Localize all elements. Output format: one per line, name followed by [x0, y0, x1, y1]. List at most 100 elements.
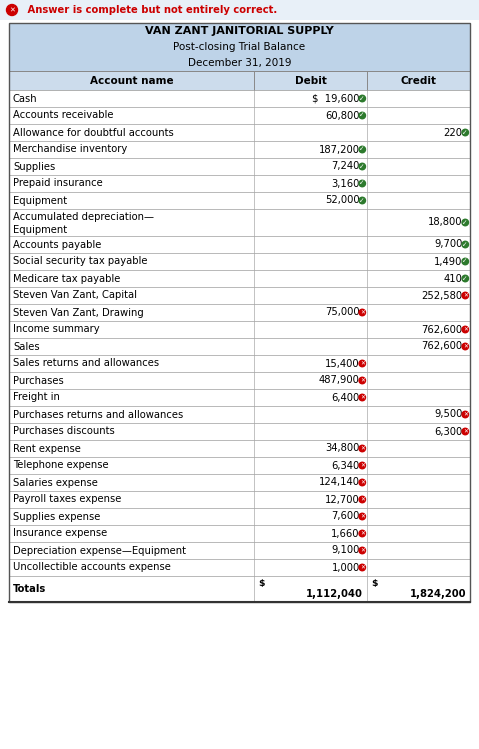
Text: ✕: ✕ [9, 7, 15, 13]
Bar [9, 304, 470, 321]
Text: Uncollectible accounts expense: Uncollectible accounts expense [13, 562, 171, 572]
Text: 1,660: 1,660 [331, 529, 360, 539]
Circle shape [359, 360, 365, 367]
Text: ✕: ✕ [360, 548, 365, 553]
Text: ✓: ✓ [360, 163, 365, 169]
Text: Merchandise inventory: Merchandise inventory [13, 145, 127, 154]
Text: $  19,600: $ 19,600 [312, 94, 360, 103]
Circle shape [7, 4, 18, 16]
Bar [9, 338, 470, 355]
Text: 762,600: 762,600 [422, 324, 463, 335]
Text: Account name: Account name [90, 76, 173, 85]
Bar [9, 321, 470, 338]
Text: Freight in: Freight in [13, 392, 60, 402]
Circle shape [359, 112, 365, 119]
Text: 9,700: 9,700 [434, 240, 463, 249]
Text: December 31, 2019: December 31, 2019 [188, 58, 291, 68]
Bar [9, 542, 470, 559]
Text: Accumulated depreciation—: Accumulated depreciation— [13, 212, 154, 222]
Bar [9, 474, 470, 491]
Bar [9, 192, 470, 209]
Text: Debit: Debit [295, 76, 326, 85]
Circle shape [359, 497, 365, 503]
Text: ✓: ✓ [463, 276, 468, 282]
Text: 487,900: 487,900 [319, 375, 360, 386]
Bar [9, 389, 470, 406]
Bar [9, 576, 470, 602]
Bar [9, 270, 470, 287]
Text: Medicare tax payable: Medicare tax payable [13, 273, 120, 284]
Bar [9, 491, 470, 508]
Circle shape [359, 548, 365, 554]
Bar [9, 355, 470, 372]
Circle shape [359, 530, 365, 537]
Text: Sales: Sales [13, 342, 40, 351]
Text: Answer is complete but not entirely correct.: Answer is complete but not entirely corr… [24, 5, 277, 15]
Text: Rent expense: Rent expense [13, 443, 81, 453]
Bar [9, 406, 470, 423]
Text: ✓: ✓ [463, 219, 468, 225]
Text: Supplies expense: Supplies expense [13, 512, 101, 521]
Text: Equipment: Equipment [13, 195, 67, 205]
Text: Steven Van Zant, Drawing: Steven Van Zant, Drawing [13, 308, 144, 318]
Text: 124,140: 124,140 [319, 478, 360, 488]
Text: 6,300: 6,300 [434, 426, 463, 437]
Text: 410: 410 [444, 273, 463, 284]
Text: Steven Van Zant, Capital: Steven Van Zant, Capital [13, 291, 137, 300]
Circle shape [359, 394, 365, 401]
Text: 34,800: 34,800 [325, 443, 360, 453]
Text: 12,700: 12,700 [325, 494, 360, 505]
Text: 7,600: 7,600 [331, 512, 360, 521]
Text: Cash: Cash [13, 94, 38, 103]
Text: Post-closing Trial Balance: Post-closing Trial Balance [173, 42, 306, 52]
Text: ✕: ✕ [360, 531, 365, 536]
Text: ✓: ✓ [360, 198, 365, 204]
Circle shape [359, 445, 365, 452]
Text: 9,100: 9,100 [331, 545, 360, 556]
Text: VAN ZANT JANITORIAL SUPPLY: VAN ZANT JANITORIAL SUPPLY [145, 26, 334, 36]
Circle shape [462, 130, 468, 136]
Text: ✓: ✓ [463, 258, 468, 264]
Text: Supplies: Supplies [13, 162, 55, 172]
Circle shape [359, 513, 365, 520]
Bar [9, 457, 470, 474]
Text: ✕: ✕ [360, 446, 365, 451]
Text: ✕: ✕ [360, 497, 365, 502]
Text: ✕: ✕ [360, 565, 365, 570]
Bar [0, 0, 479, 20]
Text: 1,112,040: 1,112,040 [306, 589, 363, 599]
Circle shape [462, 428, 468, 434]
Circle shape [462, 241, 468, 248]
Text: Depreciation expense—Equipment: Depreciation expense—Equipment [13, 545, 186, 556]
Circle shape [359, 181, 365, 187]
Text: Totals: Totals [13, 584, 46, 594]
Bar [9, 253, 470, 270]
Circle shape [359, 163, 365, 170]
Text: Purchases returns and allowances: Purchases returns and allowances [13, 410, 183, 419]
Text: ✕: ✕ [463, 327, 468, 332]
Text: 52,000: 52,000 [325, 195, 360, 205]
Bar [9, 440, 470, 457]
Bar [9, 372, 470, 389]
Bar [9, 107, 470, 124]
Circle shape [462, 258, 468, 264]
Text: ✕: ✕ [360, 463, 365, 468]
Text: $: $ [258, 579, 264, 588]
Circle shape [359, 197, 365, 204]
Text: ✕: ✕ [463, 412, 468, 417]
Circle shape [359, 462, 365, 469]
Bar [9, 559, 470, 576]
Bar [9, 236, 470, 253]
Text: Income summary: Income summary [13, 324, 100, 335]
Text: 15,400: 15,400 [325, 359, 360, 369]
Text: ✓: ✓ [463, 241, 468, 247]
Text: Sales returns and allowances: Sales returns and allowances [13, 359, 159, 369]
Text: ✓: ✓ [360, 112, 365, 118]
Text: ✓: ✓ [360, 147, 365, 153]
Text: 18,800: 18,800 [428, 217, 463, 228]
Text: Purchases discounts: Purchases discounts [13, 426, 115, 437]
Text: ✕: ✕ [360, 310, 365, 315]
Text: ✕: ✕ [360, 395, 365, 400]
Text: Prepaid insurance: Prepaid insurance [13, 178, 103, 189]
Text: Social security tax payable: Social security tax payable [13, 256, 148, 267]
